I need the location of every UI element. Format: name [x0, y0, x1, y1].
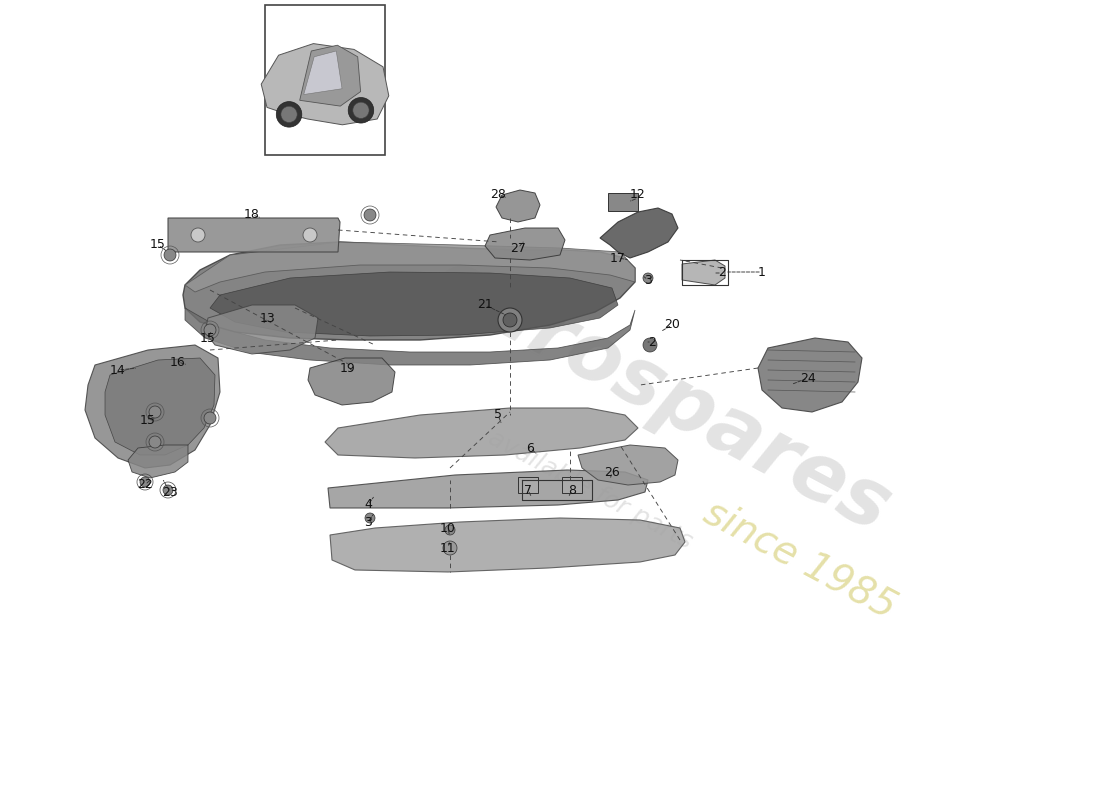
Text: since 1985: since 1985 — [697, 494, 903, 626]
Text: 13: 13 — [260, 311, 276, 325]
Polygon shape — [600, 208, 678, 258]
Text: 26: 26 — [604, 466, 620, 478]
Circle shape — [280, 106, 297, 122]
Polygon shape — [168, 218, 340, 252]
Polygon shape — [578, 445, 678, 485]
Bar — [562, 477, 582, 493]
Text: 16: 16 — [170, 355, 186, 369]
Text: 15: 15 — [140, 414, 156, 426]
Polygon shape — [185, 242, 635, 292]
Text: 14: 14 — [110, 363, 125, 377]
Polygon shape — [85, 345, 220, 468]
Text: 3: 3 — [364, 515, 372, 529]
Text: 15: 15 — [200, 331, 216, 345]
Polygon shape — [324, 408, 638, 458]
Circle shape — [140, 477, 150, 487]
Text: 6: 6 — [526, 442, 534, 454]
Polygon shape — [304, 51, 342, 94]
Circle shape — [204, 324, 216, 336]
Text: 10: 10 — [440, 522, 455, 534]
Text: eurospares: eurospares — [417, 241, 903, 549]
Polygon shape — [330, 518, 685, 572]
Polygon shape — [682, 260, 725, 285]
Text: 20: 20 — [664, 318, 680, 331]
Circle shape — [164, 249, 176, 261]
Polygon shape — [128, 445, 188, 478]
Text: 17: 17 — [610, 251, 626, 265]
Text: 4: 4 — [364, 498, 372, 511]
Text: 8: 8 — [568, 483, 576, 497]
Circle shape — [191, 228, 205, 242]
Circle shape — [204, 412, 216, 424]
Text: 23: 23 — [162, 486, 178, 498]
Polygon shape — [758, 338, 862, 412]
Text: 2: 2 — [648, 335, 656, 349]
Text: 11: 11 — [440, 542, 455, 554]
Bar — [608, 193, 638, 211]
Polygon shape — [299, 45, 361, 106]
Circle shape — [498, 308, 522, 332]
Polygon shape — [308, 358, 395, 405]
Polygon shape — [496, 190, 540, 222]
Bar — [265, 5, 385, 155]
Text: available for parts: available for parts — [484, 426, 696, 554]
Circle shape — [349, 98, 374, 123]
Text: 2: 2 — [718, 266, 726, 279]
Polygon shape — [205, 305, 318, 354]
Text: 24: 24 — [800, 371, 816, 385]
Circle shape — [148, 436, 161, 448]
Text: 27: 27 — [510, 242, 526, 254]
Circle shape — [446, 525, 455, 535]
Text: 12: 12 — [630, 189, 646, 202]
Polygon shape — [485, 228, 565, 260]
Text: 28: 28 — [491, 189, 506, 202]
Circle shape — [276, 102, 301, 127]
Polygon shape — [210, 272, 618, 336]
Circle shape — [443, 541, 456, 555]
Circle shape — [148, 406, 161, 418]
Circle shape — [503, 313, 517, 327]
Polygon shape — [261, 43, 388, 125]
Circle shape — [644, 338, 657, 352]
Circle shape — [644, 273, 653, 283]
Text: 18: 18 — [244, 209, 260, 222]
Circle shape — [353, 102, 370, 118]
Text: 1: 1 — [758, 266, 766, 278]
Text: 5: 5 — [494, 409, 502, 422]
Polygon shape — [328, 470, 648, 508]
Text: 3: 3 — [645, 274, 652, 286]
Polygon shape — [104, 358, 214, 455]
Circle shape — [364, 209, 376, 221]
Text: 7: 7 — [524, 483, 532, 497]
Circle shape — [365, 513, 375, 523]
Circle shape — [163, 485, 173, 495]
Text: 21: 21 — [477, 298, 493, 311]
Text: 22: 22 — [138, 478, 153, 491]
Text: 19: 19 — [340, 362, 356, 374]
Bar — [518, 477, 538, 493]
Text: 15: 15 — [150, 238, 166, 251]
Polygon shape — [185, 308, 635, 365]
Circle shape — [302, 228, 317, 242]
Polygon shape — [183, 242, 635, 340]
